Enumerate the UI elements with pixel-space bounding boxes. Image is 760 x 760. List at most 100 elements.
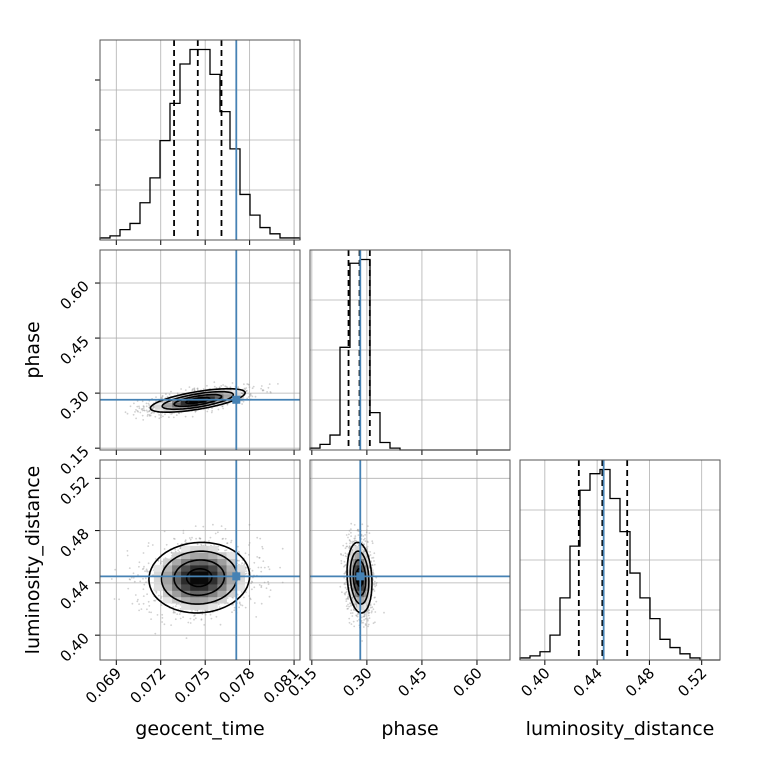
x-tick-label: 0.45	[394, 664, 430, 700]
sample-point	[263, 581, 266, 584]
sample-point	[363, 615, 365, 618]
x-tick-label: 0.075	[171, 664, 214, 707]
density-cell	[226, 577, 236, 585]
sample-point	[344, 593, 346, 596]
sample-point	[268, 595, 271, 598]
sample-point	[148, 605, 151, 607]
density-cell	[357, 545, 360, 553]
sample-point	[191, 610, 193, 612]
density-cell	[361, 564, 365, 572]
density-cell	[180, 400, 190, 403]
density-cell	[368, 590, 372, 598]
sample-point	[174, 548, 177, 551]
sample-point	[172, 609, 175, 612]
sample-point	[247, 396, 250, 398]
density-cell	[366, 596, 369, 604]
histogram-panel-phase	[309, 249, 511, 455]
sample-point	[247, 383, 250, 386]
sample-point	[194, 410, 197, 413]
sample-point	[161, 613, 164, 616]
sample-point	[373, 582, 375, 585]
sample-point	[146, 411, 149, 413]
sample-point	[146, 415, 149, 417]
sample-point	[367, 614, 370, 617]
sample-point	[154, 415, 157, 418]
density-cell	[163, 596, 173, 604]
sample-point	[351, 615, 354, 617]
density-cell	[366, 584, 369, 591]
sample-point	[200, 543, 203, 546]
sample-point	[254, 395, 257, 398]
sample-point	[217, 545, 220, 548]
sample-point	[249, 393, 252, 395]
axes-frame	[99, 459, 301, 661]
sample-point	[143, 405, 145, 408]
sample-point	[138, 561, 141, 564]
sample-point	[340, 562, 343, 565]
density-cell	[181, 603, 191, 610]
sample-point	[267, 580, 269, 583]
sample-point	[196, 610, 199, 612]
sample-point	[366, 547, 369, 550]
sample-point	[204, 613, 207, 616]
sample-point	[344, 586, 347, 589]
density-cell	[352, 596, 356, 604]
sample-point	[370, 611, 373, 614]
density-cell	[153, 571, 164, 579]
sample-point	[95, 632, 97, 634]
sample-point	[354, 539, 356, 542]
sample-point	[238, 602, 241, 605]
sample-point	[344, 555, 347, 558]
sample-point	[349, 542, 351, 545]
sample-point	[170, 624, 173, 626]
sample-point	[136, 600, 139, 603]
sample-point	[241, 604, 244, 607]
sample-point	[240, 392, 243, 395]
density-cell	[235, 564, 245, 572]
sample-point	[245, 390, 248, 392]
sample-point	[372, 588, 375, 591]
sample-point	[356, 529, 359, 532]
sample-point	[345, 598, 348, 600]
density-cell	[364, 552, 367, 559]
sample-point	[129, 405, 132, 408]
sample-point	[175, 603, 178, 605]
sample-point	[206, 410, 209, 413]
contour-line	[185, 396, 211, 405]
sample-point	[268, 568, 271, 571]
sample-point	[361, 541, 364, 544]
density-cell	[223, 396, 233, 399]
sample-point	[352, 540, 354, 543]
sample-point	[366, 529, 368, 532]
sample-point	[163, 623, 166, 626]
sample-point	[343, 576, 346, 579]
joint-content	[310, 460, 510, 660]
sample-point	[371, 569, 374, 571]
sample-point	[185, 541, 188, 544]
sample-point	[260, 566, 263, 569]
density-cell	[180, 396, 190, 399]
sample-point	[199, 537, 201, 540]
y-tick-label: 0.52	[56, 472, 92, 508]
sample-point	[267, 566, 270, 568]
density-cell	[199, 603, 209, 610]
density-cell	[208, 577, 218, 585]
sample-point	[201, 610, 204, 612]
sample-point	[345, 542, 348, 545]
density-cell	[357, 584, 360, 591]
sample-point	[365, 546, 368, 549]
sample-point	[368, 609, 371, 611]
sample-point	[248, 542, 251, 544]
y-tick-label: 0.15	[56, 442, 92, 478]
sample-point	[242, 392, 244, 395]
contour-line	[149, 387, 247, 413]
x-tick-label: 0.44	[570, 664, 606, 700]
x-tick-label: 0.48	[622, 664, 658, 700]
sample-point	[195, 537, 198, 540]
sample-point	[364, 534, 366, 536]
y-tick-label: 0.45	[56, 332, 92, 368]
sample-point	[374, 585, 376, 588]
contour-line	[352, 559, 367, 597]
sample-point	[372, 608, 375, 611]
density-cell	[352, 545, 356, 553]
